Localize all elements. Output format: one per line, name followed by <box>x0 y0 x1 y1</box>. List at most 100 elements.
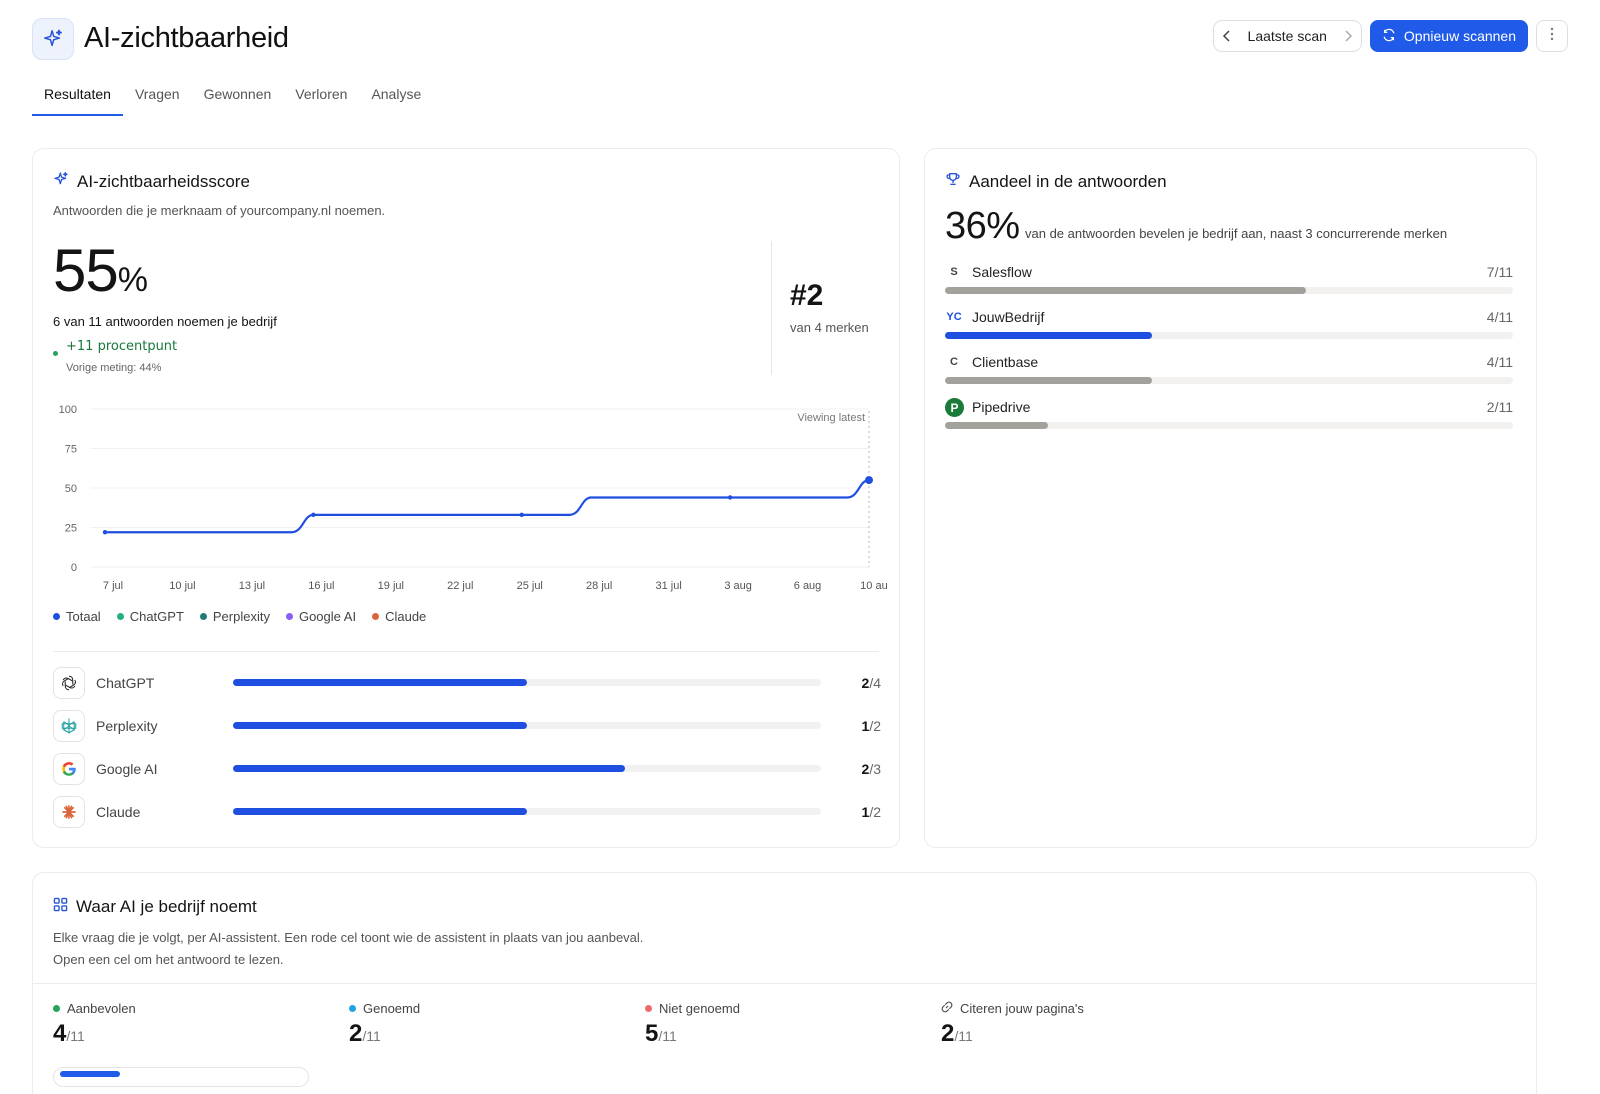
competitor-score: 2/11 <box>1486 399 1513 415</box>
y-tick-label: 0 <box>71 562 77 574</box>
score-value: 55% <box>53 237 148 304</box>
competitor-row-salesflow[interactable]: S Salesflow 7/11 <box>945 263 1513 297</box>
assistant-bar-fill <box>233 679 527 686</box>
data-point <box>311 512 316 518</box>
stat-citing-pages: Citeren jouw pagina's 2/11 <box>941 1001 1084 1047</box>
assistant-score: 2/4 <box>861 675 881 691</box>
delta-dot <box>53 351 58 356</box>
rescan-button[interactable]: Opnieuw scannen <box>1369 20 1528 52</box>
share-card-title: Aandeel in de antwoorden <box>969 171 1167 191</box>
tab-resultaten[interactable]: Resultaten <box>32 80 123 116</box>
y-tick-label: 75 <box>65 444 77 456</box>
assistant-score: 1/2 <box>861 718 881 734</box>
legend-item-claude[interactable]: Claude <box>372 609 426 624</box>
x-tick-label: 16 jul <box>308 580 334 592</box>
assistant-bar-track <box>233 722 821 729</box>
tab-gewonnen[interactable]: Gewonnen <box>203 86 272 102</box>
assistant-label: Claude <box>96 804 141 820</box>
assistant-bar-track <box>233 679 821 686</box>
competitor-label: JouwBedrijf <box>972 309 1045 325</box>
salesflow-logo: S <box>950 266 958 278</box>
score-card-title: AI-zichtbaarheidsscore <box>77 171 250 191</box>
competitor-bar-track <box>945 287 1513 294</box>
trophy-icon <box>945 171 961 192</box>
x-tick-label: 10 jul <box>169 580 195 592</box>
assistant-bar-fill <box>233 808 527 815</box>
legend-item-chatgpt[interactable]: ChatGPT <box>116 609 184 624</box>
perplexity-icon <box>53 710 85 742</box>
y-tick-label: 25 <box>65 523 77 535</box>
where-ai-mentions-card: Waar AI je bedrijf noemt Elke vraag die … <box>32 872 1537 1094</box>
more-options-button[interactable] <box>1536 20 1568 52</box>
score-card-subtitle: Antwoorden die je merknaam of yourcompan… <box>53 203 386 218</box>
rescan-label: Opnieuw scannen <box>1403 28 1516 44</box>
y-tick-label: 100 <box>59 404 77 416</box>
competitor-row-clientbase[interactable]: C Clientbase 4/11 <box>945 353 1513 387</box>
competitor-bar-fill <box>945 377 1152 384</box>
competitor-bar-fill <box>945 422 1049 429</box>
sparkle-icon <box>53 171 69 192</box>
assistant-score: 1/2 <box>861 804 881 820</box>
assistant-label: Google AI <box>96 761 158 777</box>
sparkle-icon <box>32 18 74 60</box>
assistant-bar-fill <box>233 765 626 772</box>
x-tick-label: 6 aug <box>794 580 822 592</box>
latest-annotation: Viewing latest <box>797 412 865 424</box>
scan-label[interactable]: Laatste scan <box>1247 28 1327 44</box>
assistant-row-claude[interactable]: Claude 1/2 <box>53 796 881 828</box>
assistant-label: ChatGPT <box>96 675 155 691</box>
competitor-score: 7/11 <box>1486 264 1513 280</box>
x-tick-label: 7 jul <box>103 580 123 592</box>
status-dot <box>53 1005 60 1012</box>
assistant-row-perplexity[interactable]: Perplexity 1/2 <box>53 710 881 742</box>
x-tick-label: 31 jul <box>655 580 681 592</box>
visibility-score-card: AI-zichtbaarheidsscore Antwoorden die je… <box>32 148 900 848</box>
tab-vragen[interactable]: Vragen <box>134 86 180 102</box>
competitor-bar-track <box>945 422 1513 429</box>
more-vertical-icon <box>1550 27 1554 46</box>
competitor-score: 4/11 <box>1486 309 1513 325</box>
x-tick-label: 22 jul <box>447 580 473 592</box>
stat-not-mentioned: Niet genoemd 5/11 <box>645 1001 740 1047</box>
page-title: AI-zichtbaarheid <box>84 22 289 54</box>
legend-item-perplexity[interactable]: Perplexity <box>199 609 270 624</box>
x-tick-label: 3 aug <box>724 580 752 592</box>
x-tick-label: 25 jul <box>517 580 543 592</box>
competitor-row-pipedrive[interactable]: P Pipedrive 2/11 <box>945 398 1513 432</box>
share-value: 36% <box>945 205 1020 247</box>
data-point <box>102 530 108 535</box>
chevron-left-icon[interactable] <box>1220 29 1234 43</box>
view-toggle[interactable] <box>53 1067 309 1087</box>
refresh-icon <box>1382 28 1396 45</box>
legend-item-google-ai[interactable]: Google AI <box>285 609 356 624</box>
where-card-title: Waar AI je bedrijf noemt <box>76 897 257 916</box>
share-of-answers-card: Aandeel in de antwoorden 36% van de antw… <box>924 148 1537 848</box>
chart-legend: Totaal ChatGPT Perplexity Google AI Clau… <box>53 609 426 624</box>
stat-mentioned: Genoemd 2/11 <box>349 1001 421 1047</box>
tab-verloren[interactable]: Verloren <box>295 86 348 102</box>
jouwbedrijf-logo: YC <box>946 311 962 323</box>
where-card-description: Elke vraag die je volgt, per AI-assisten… <box>53 930 644 967</box>
x-tick-label: 28 jul <box>586 580 612 592</box>
competitor-row-jouwbedrijf[interactable]: YC JouwBedrijf 4/11 <box>945 308 1513 342</box>
legend-item-totaal[interactable]: Totaal <box>53 609 101 624</box>
chatgpt-icon <box>53 667 85 699</box>
competitor-label: Salesflow <box>972 264 1032 280</box>
rank-subtitle: van 4 merken <box>790 320 869 335</box>
scan-navigator: Laatste scan <box>1212 20 1362 52</box>
x-tick-label: 13 jul <box>239 580 265 592</box>
chevron-right-icon[interactable] <box>1341 29 1355 43</box>
assistant-row-google-ai[interactable]: Google AI 2/3 <box>53 753 881 785</box>
competitor-bar-fill <box>945 332 1152 339</box>
status-dot <box>645 1005 652 1012</box>
divider <box>771 241 772 375</box>
score-delta: +11 procentpunt <box>53 339 177 356</box>
tab-analyse[interactable]: Analyse <box>371 86 422 102</box>
series-line-totaal <box>105 479 870 534</box>
grid-icon <box>53 897 68 917</box>
score-unit: % <box>117 261 148 299</box>
assistant-row-chatgpt[interactable]: ChatGPT 2/4 <box>53 667 881 699</box>
share-description: van de antwoorden bevelen je bedrijf aan… <box>1025 226 1448 241</box>
competitor-label: Clientbase <box>972 354 1039 370</box>
clientbase-logo: C <box>950 356 958 368</box>
